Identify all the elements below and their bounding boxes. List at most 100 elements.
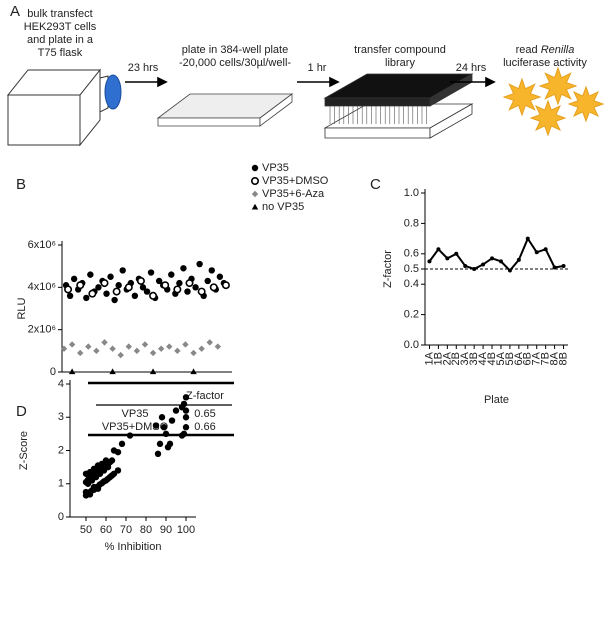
x-axis-label: % Inhibition [105,541,162,553]
point [160,424,168,431]
panel-label: C [370,176,381,193]
point [155,277,163,285]
point [125,343,132,350]
point [168,417,176,424]
x-tick-label: 3B [468,352,480,365]
point [154,450,162,458]
panel-label: D [16,403,27,420]
point [173,285,182,294]
y-tick-label: 0.6 [404,248,419,260]
point [103,290,110,297]
library-plate-front [324,127,431,139]
step-text: transfer compound [354,44,446,56]
x-tick-label: 6B [522,352,534,365]
x-tick-label: 2A [441,351,453,365]
point [108,457,116,464]
star [529,99,567,137]
point [114,467,122,474]
plate-drawing [156,93,294,127]
library-drawing [323,73,474,139]
point [118,440,126,448]
point [197,287,206,296]
x-tick-label: 2B [450,352,462,365]
point [427,259,432,264]
point [117,351,124,359]
step-text: read Renilla [516,44,575,56]
y-tick-label: 2 [58,444,64,456]
point [534,250,539,255]
point [133,347,141,355]
point [100,279,109,288]
x-tick-label: 5A [495,351,507,365]
table-cell: 0.65 [194,408,215,420]
step-text: HEK293T cells [24,21,97,33]
legend-marker [251,190,259,198]
x-tick-label: 4A [477,351,489,365]
x-tick-label: 1B [432,352,444,365]
point [124,283,133,292]
point [101,339,108,346]
x-tick-label: 100 [177,524,195,536]
step-text: library [385,57,415,69]
point [119,267,126,274]
table-cell: VP35+DMSO [102,421,169,433]
point [174,347,181,355]
y-tick-label: 4x10⁶ [28,281,56,293]
point [143,288,151,295]
x-tick-label: 1A [423,351,435,365]
point [66,292,74,299]
point [516,257,521,262]
point [190,349,197,357]
point [141,341,149,348]
point [184,288,191,295]
line [428,236,564,273]
step-text: and plate in a [27,34,94,46]
point [454,251,459,256]
flask-cap [104,74,122,110]
point [87,271,94,278]
point [182,424,190,431]
pin-tool-front [324,97,431,107]
point [68,368,76,375]
luciferase-stars [502,66,605,137]
point [166,343,173,350]
point [552,265,557,270]
table-header: Z-factor [186,390,224,402]
point [83,294,90,302]
point [126,432,134,439]
point [561,263,566,268]
point [208,267,215,274]
point [158,414,166,421]
x-tick-label: 7B [540,352,552,365]
point [436,247,441,252]
x-tick-label: 80 [140,524,152,536]
point [94,485,102,492]
y-tick-label: 0.8 [404,217,419,229]
x-tick-label: 5B [504,352,516,365]
point [112,287,121,296]
legend-marker [251,177,260,186]
y-tick-label: 0 [50,366,56,378]
arrow-label: 23 hrs [128,62,159,74]
legend-label: no VP35 [262,201,304,213]
point [190,368,197,375]
x-tick-label: 7A [531,351,543,365]
point [136,276,145,285]
step-text-part: read [516,44,538,56]
point [64,285,73,294]
point [198,345,205,352]
point [180,400,188,408]
arrowhead [485,76,496,88]
point [481,262,486,267]
point [182,394,190,401]
point [68,341,76,348]
point [472,267,477,271]
star [567,85,605,123]
point [507,268,512,273]
point [85,343,92,350]
point [86,491,94,498]
point [463,263,468,268]
x-tick-label: 3A [459,351,471,365]
arrow-label: 24 hrs [456,62,487,74]
step-text: bulk transfect [27,8,92,20]
